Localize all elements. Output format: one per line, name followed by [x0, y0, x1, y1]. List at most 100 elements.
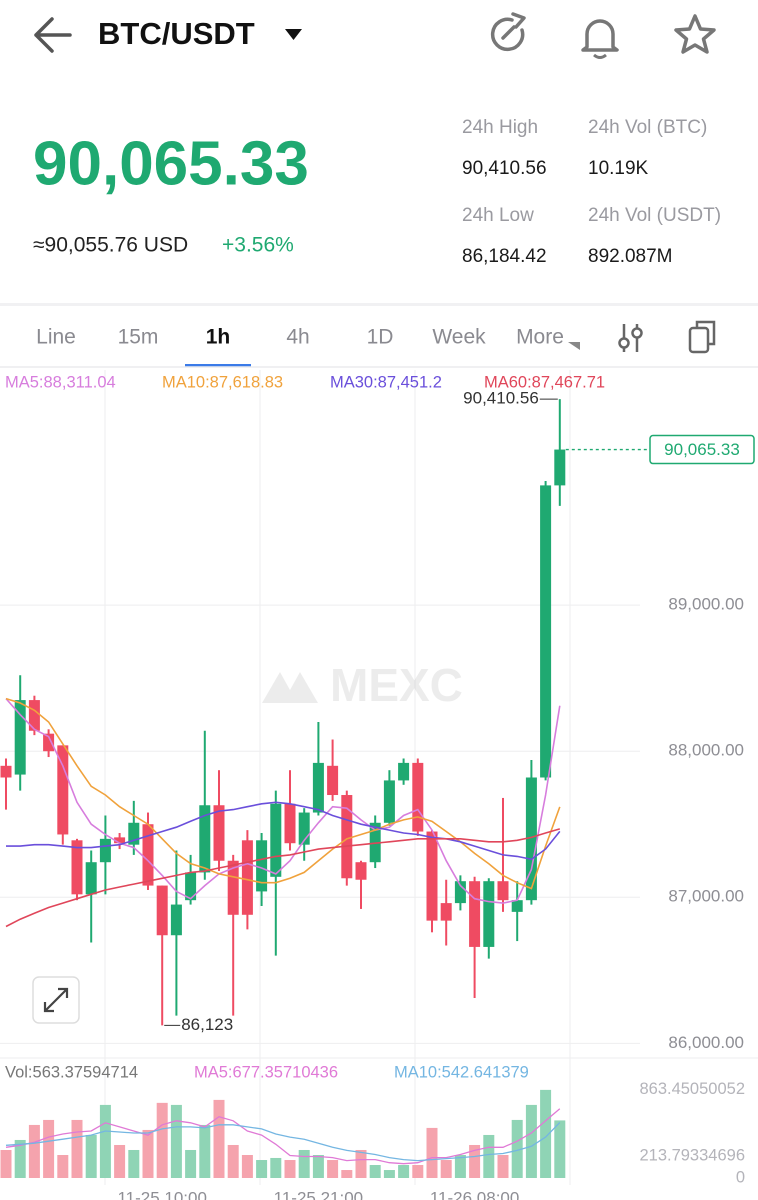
candle-body — [398, 762, 410, 781]
volume-bar — [227, 1144, 239, 1178]
fiat-price: ≈90,055.76 USD — [33, 234, 188, 257]
volume-bar — [469, 1144, 481, 1178]
ma-line — [5, 828, 561, 928]
watermark-text: MEXC — [330, 659, 463, 711]
volume-bar — [298, 1149, 310, 1178]
candle-body — [497, 881, 509, 901]
layout-button[interactable] — [688, 320, 716, 354]
candle-body — [142, 824, 154, 886]
volume-ma-legend: MA10:542.641379 — [394, 1063, 529, 1081]
candle-body — [298, 812, 310, 845]
volume-bar — [114, 1144, 126, 1178]
candle-body — [128, 822, 140, 845]
candle-body — [241, 840, 253, 915]
stat-label: 24h Vol (USDT) — [588, 205, 721, 226]
volume-bar — [57, 1155, 69, 1178]
change-percent: +3.56% — [222, 234, 294, 257]
top-bar: BTC/USDT — [34, 12, 716, 59]
ma-legend: MA60:87,467.71 — [484, 373, 605, 391]
x-tick-label: 11-25 10:00 — [117, 1188, 206, 1200]
tab[interactable]: Line — [36, 326, 76, 349]
last-price: 90,065.33 — [33, 129, 309, 198]
tab[interactable]: 15m — [118, 326, 159, 349]
stat-label: 24h High — [462, 117, 538, 138]
volume-bar — [312, 1155, 324, 1178]
pair-title[interactable]: BTC/USDT — [98, 16, 255, 51]
x-tick-label: 11-26 08:00 — [430, 1188, 519, 1200]
indicator-settings[interactable] — [618, 324, 643, 352]
candle-body — [28, 700, 40, 731]
last-price-tag — [649, 434, 755, 465]
alert-button[interactable] — [581, 19, 619, 59]
volume-bar — [383, 1170, 395, 1178]
volume-bar — [341, 1170, 353, 1178]
candle-body — [469, 881, 481, 947]
volume-tick-label: 0 — [736, 1168, 745, 1186]
pair-dropdown[interactable] — [285, 29, 302, 40]
candle-body — [270, 803, 282, 877]
favorite-button[interactable] — [674, 14, 716, 54]
volume-bar — [369, 1165, 381, 1178]
volume-ma-legend: MA5:677.35710436 — [194, 1063, 338, 1081]
volume-ma-line — [5, 1122, 561, 1162]
volume-bar — [43, 1119, 55, 1178]
stat-value: 90,410.56 — [462, 158, 547, 179]
candle-body — [540, 485, 552, 778]
candle-body — [327, 765, 339, 796]
candle-body — [114, 837, 126, 844]
tab[interactable]: 1D — [367, 326, 394, 349]
stat-value: 10.19K — [588, 158, 649, 179]
candle-body — [383, 780, 395, 823]
volume-bar — [99, 1104, 111, 1178]
volume-bar — [170, 1104, 182, 1178]
candle-body — [71, 840, 83, 895]
tab[interactable]: 1h — [206, 326, 231, 349]
candle-body — [440, 903, 452, 921]
candlestick-chart: 86,000.00 87,000.00 88,000.00 89,000.00 MA5:… — [0, 373, 755, 1200]
high-marker-label: 90,410.56 — [463, 389, 539, 408]
volume-bar — [156, 1102, 168, 1178]
candle-body — [511, 900, 523, 912]
ma-line — [6, 801, 561, 861]
ticker-stats: 24h High 90,410.56 24h Vol (BTC) 10.19K 24h … — [462, 117, 721, 267]
y-tick-label: 87,000.00 — [668, 887, 744, 906]
volume-bar — [497, 1155, 509, 1178]
volume-bar — [142, 1129, 154, 1178]
candle-body — [483, 881, 495, 947]
candle-body — [412, 762, 424, 832]
candle-body — [426, 831, 438, 921]
refresh-button[interactable] — [490, 12, 526, 52]
candle-body — [156, 885, 168, 936]
volume-bar — [540, 1089, 552, 1178]
candle-body — [454, 881, 466, 904]
candle-body — [199, 805, 211, 873]
candle-body — [85, 862, 97, 895]
ma-legend: MA5:88,311.04 — [5, 373, 116, 391]
volume-bar — [355, 1149, 367, 1178]
back-button[interactable] — [34, 17, 72, 53]
expand-button[interactable] — [32, 976, 80, 1024]
candle-body — [227, 860, 239, 915]
volume-bar — [28, 1124, 40, 1178]
tab[interactable]: More — [516, 326, 564, 349]
volume-bar — [454, 1155, 466, 1178]
volume-ma-line — [5, 1108, 561, 1165]
volume-bar — [483, 1134, 495, 1178]
candle-body — [525, 777, 537, 901]
ma-line — [5, 698, 561, 904]
candle-body — [355, 862, 367, 880]
candle-body — [312, 762, 324, 813]
volume-bar — [554, 1120, 566, 1178]
volume-bar — [426, 1127, 438, 1178]
ma-legend: MA30:87,451.2 — [330, 373, 442, 391]
y-tick-label: 88,000.00 — [668, 741, 744, 760]
more-arrow[interactable] — [568, 342, 580, 350]
volume-bar — [213, 1099, 225, 1178]
x-tick-label: 11-25 21:00 — [274, 1188, 363, 1200]
volume-bar — [270, 1157, 282, 1178]
tab[interactable]: 4h — [286, 326, 309, 349]
tab[interactable]: Week — [432, 326, 486, 349]
y-tick-label: 86,000.00 — [668, 1033, 744, 1052]
volume-bar — [185, 1149, 197, 1178]
